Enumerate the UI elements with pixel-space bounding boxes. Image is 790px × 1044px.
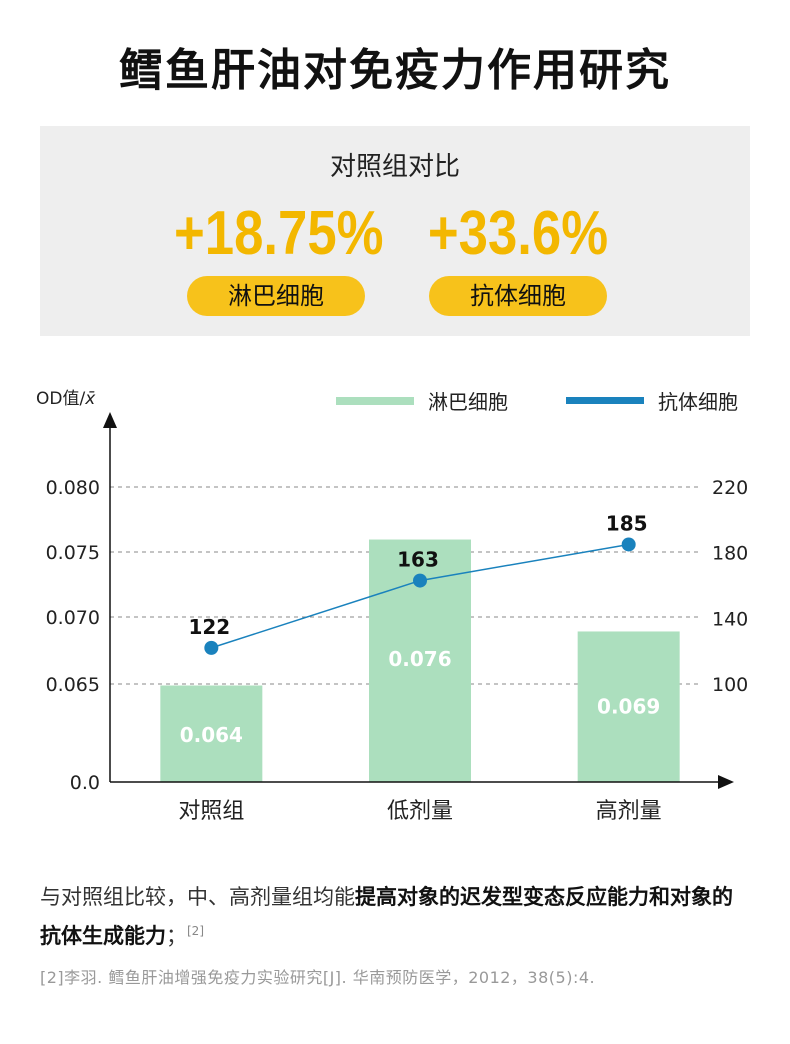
category-label: 低剂量 xyxy=(387,799,453,824)
category-labels: 对照组 低剂量 高剂量 xyxy=(178,799,661,824)
bar-value-label: 0.069 xyxy=(597,695,660,719)
bar xyxy=(577,631,680,782)
conclusion-highlight: 提高对象的迟发型变态反应能力和对象的抗体生成能力 xyxy=(40,885,733,948)
legend-label: 淋巴细胞 xyxy=(428,390,508,414)
line-value-label: 163 xyxy=(397,548,439,572)
legend-swatch-bars xyxy=(336,396,414,405)
bar-value-label: 0.076 xyxy=(388,647,451,671)
line-point xyxy=(413,573,427,588)
page-title: 鳕鱼肝油对免疫力作用研究 xyxy=(119,45,671,96)
bar-value-label: 0.064 xyxy=(180,723,243,747)
right-tick-label: 100 xyxy=(712,674,748,696)
left-tick-label: 0.065 xyxy=(46,674,100,696)
line-value-label: 185 xyxy=(606,511,648,535)
stat-antibody: +33.6% 抗体细胞 xyxy=(398,196,638,316)
right-tick-label: 140 xyxy=(712,608,748,630)
right-tick-label: 180 xyxy=(712,543,748,565)
tick-labels: 0.0 0.065 0.070 0.075 0.080 100 140 180 220 xyxy=(46,477,749,794)
comparison-title: 对照组对比 xyxy=(329,152,460,182)
category-label: 对照组 xyxy=(178,799,244,824)
bar xyxy=(160,685,263,782)
legend-item-bars: 淋巴细胞 xyxy=(336,386,508,415)
conclusion-note: 与对照组比较，中、高剂量组均能提高对象的迟发型变态反应能力和对象的抗体生成能力；… xyxy=(40,885,733,948)
stat-value: +18.75% xyxy=(174,199,384,268)
line-point xyxy=(204,640,219,655)
stat-label: 淋巴细胞 xyxy=(187,276,365,316)
comparison-panel: 对照组对比 +18.75% 淋巴细胞 +33.6% 抗体细胞 xyxy=(40,126,750,336)
citation-mark: [2] xyxy=(187,924,204,938)
line-point xyxy=(621,537,636,552)
left-axis-label: OD值/x̄ xyxy=(36,389,96,409)
left-tick-label: 0.075 xyxy=(46,542,100,564)
line-value-label: 122 xyxy=(188,615,230,639)
legend-item-line: 抗体细胞 xyxy=(566,386,738,415)
stat-lymphocyte: +18.75% 淋巴细胞 xyxy=(156,196,396,316)
legend-label: 抗体细胞 xyxy=(658,390,738,414)
right-tick-label: 220 xyxy=(712,477,748,499)
left-tick-label: 0.070 xyxy=(46,607,100,629)
category-label: 高剂量 xyxy=(596,799,662,824)
left-tick-label: 0.0 xyxy=(70,772,100,794)
bar-series: 0.064 0.076 0.069 xyxy=(160,539,680,782)
od-chart: OD值/x̄ 0.064 0.076 0.069 122 163 185 0.0 0.06… xyxy=(36,389,749,824)
line-series: 122 163 185 xyxy=(188,511,648,655)
stat-label: 抗体细胞 xyxy=(429,276,607,316)
x-axis-arrow xyxy=(718,775,734,789)
stat-value: +33.6% xyxy=(427,199,609,268)
y-axis-arrow xyxy=(103,412,117,428)
axes xyxy=(103,412,734,789)
left-tick-label: 0.080 xyxy=(46,477,100,499)
legend-swatch-line xyxy=(566,397,644,404)
reference: [2]李羽. 鳕鱼肝油增强免疫力实验研究[J]. 华南预防医学，2012，38(… xyxy=(40,968,596,987)
